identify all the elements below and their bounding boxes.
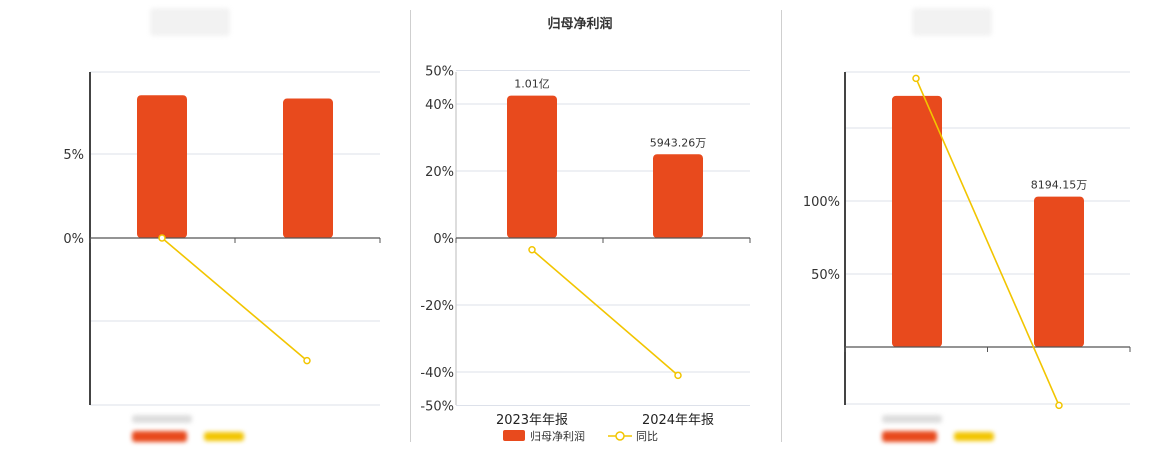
- title-blurred: [912, 8, 992, 36]
- category-label-blurred: [882, 415, 942, 423]
- bar: [507, 95, 557, 238]
- panel-divider: [410, 10, 411, 442]
- legend-swatch-line: [204, 432, 244, 441]
- chart-panel-center: 50% 40% 20% 0% -20% -40% -50% 归母净利润 1.01亿 5943.26…: [410, 0, 782, 450]
- y-tick-label: 0%: [63, 232, 84, 247]
- x-category-label: 2023年年报: [496, 413, 568, 428]
- title-placeholder: [150, 8, 230, 36]
- y-tick-label: 5%: [63, 148, 84, 163]
- bar: [653, 154, 703, 238]
- bar: [283, 98, 333, 238]
- yoy-line: [161, 237, 308, 362]
- bar-data-label: 8194.15万: [1031, 179, 1088, 192]
- chart-right-svg: 100% 50% 8194.15万: [803, 8, 1131, 442]
- category-label-blurred: [132, 415, 192, 423]
- yoy-point: [1055, 401, 1063, 410]
- y-tick-label: -20%: [420, 299, 454, 314]
- bar: [892, 95, 942, 347]
- yoy-line: [531, 249, 679, 376]
- yoy-line: [915, 78, 1060, 406]
- chart-panel-left: 5% 0%: [0, 0, 410, 450]
- panel-divider: [781, 10, 782, 442]
- title-blurred: [150, 8, 230, 36]
- y-tick-label: 0%: [433, 232, 454, 247]
- yoy-point: [303, 356, 311, 365]
- bar: [137, 95, 187, 238]
- x-category-label: 2024年年报: [642, 413, 714, 428]
- yoy-point: [528, 245, 536, 254]
- y-tick-label: 50%: [811, 268, 840, 283]
- legend-swatch-line: [954, 432, 994, 441]
- y-tick-label: 20%: [425, 165, 454, 180]
- legend-label-bar: 归母净利润: [530, 429, 585, 443]
- y-tick-label: 50%: [425, 65, 454, 80]
- legend-label-line: 同比: [636, 430, 658, 443]
- legend-swatch-bar: [503, 430, 525, 441]
- yoy-point: [674, 371, 682, 380]
- bar: [1034, 196, 1084, 347]
- legend-swatch-point: [615, 431, 625, 441]
- bar-data-label: 1.01亿: [514, 78, 550, 91]
- yoy-point: [158, 234, 166, 242]
- chart-title: 归母净利润: [547, 16, 612, 32]
- legend-blurred: [132, 415, 244, 442]
- legend-swatch-bar: [882, 431, 937, 442]
- y-tick-label: 40%: [425, 98, 454, 113]
- y-tick-label: 100%: [803, 195, 840, 210]
- chart-center-svg: 50% 40% 20% 0% -20% -40% -50% 归母净利润 1.01亿 5943.26…: [420, 16, 751, 443]
- legend-blurred: [882, 415, 994, 442]
- y-tick-label: -40%: [420, 366, 454, 381]
- bar-data-label: 5943.26万: [650, 136, 707, 149]
- yoy-point: [912, 74, 920, 83]
- y-tick-label: -50%: [420, 400, 454, 415]
- legend-swatch-bar: [132, 431, 187, 442]
- title-placeholder: [912, 8, 992, 36]
- chart-left-svg: 5% 0%: [63, 8, 381, 442]
- chart-panel-right: 100% 50% 8194.15万: [782, 0, 1160, 450]
